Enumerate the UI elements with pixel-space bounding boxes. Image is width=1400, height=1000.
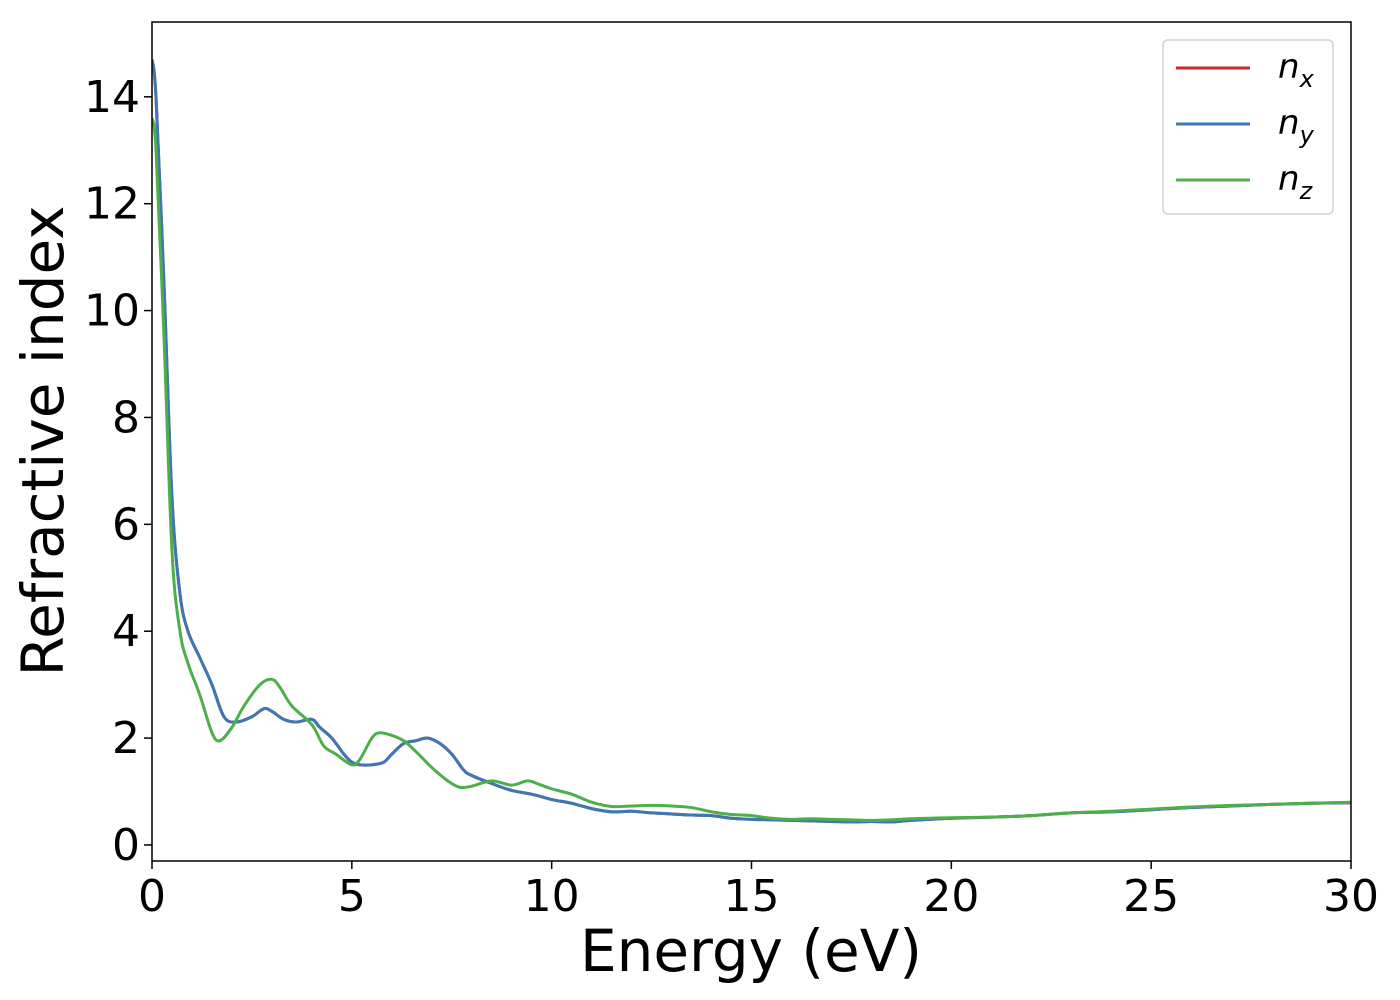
y-tick-label: 0 — [112, 820, 140, 871]
legend-label: nz — [1278, 159, 1314, 205]
x-axis-title: Energy (eV) — [580, 917, 922, 985]
x-tick-label: 10 — [524, 871, 580, 922]
legend-item-n-z: nz — [1176, 159, 1314, 205]
legend-label-base: n — [1278, 159, 1300, 199]
y-tick-label: 14 — [84, 72, 140, 123]
y-tick-label: 10 — [84, 286, 140, 337]
y-axis: 0 2 4 6 8 10 12 14 — [84, 72, 152, 871]
y-tick-label: 2 — [112, 713, 140, 764]
series-layer — [152, 59, 1351, 824]
x-tick-label: 25 — [1123, 871, 1179, 922]
legend-item-n-x: nx — [1176, 47, 1315, 93]
x-tick-label: 20 — [923, 871, 979, 922]
legend-label-subscript: z — [1299, 177, 1314, 205]
legend-label: ny — [1278, 103, 1315, 149]
x-axis: 0 5 10 15 20 25 30 — [138, 861, 1379, 922]
y-tick-label: 8 — [112, 392, 140, 443]
y-tick-label: 4 — [112, 606, 140, 657]
legend-label: nx — [1278, 47, 1315, 93]
x-tick-label: 15 — [724, 871, 780, 922]
y-tick-label: 6 — [112, 499, 140, 550]
y-tick-label: 12 — [84, 179, 140, 230]
legend-label-subscript: y — [1299, 121, 1315, 149]
legend-item-n-y: ny — [1176, 103, 1315, 149]
legend-frame — [1162, 39, 1334, 215]
x-tick-label: 0 — [138, 871, 166, 922]
y-axis-title: Refractive index — [9, 205, 77, 676]
legend-label-subscript: x — [1299, 65, 1315, 93]
legend-label-base: n — [1278, 103, 1300, 143]
series-line-n-z — [152, 117, 1351, 822]
x-tick-label: 5 — [338, 871, 366, 922]
legend-label-base: n — [1278, 47, 1300, 87]
x-tick-label: 30 — [1323, 871, 1379, 922]
